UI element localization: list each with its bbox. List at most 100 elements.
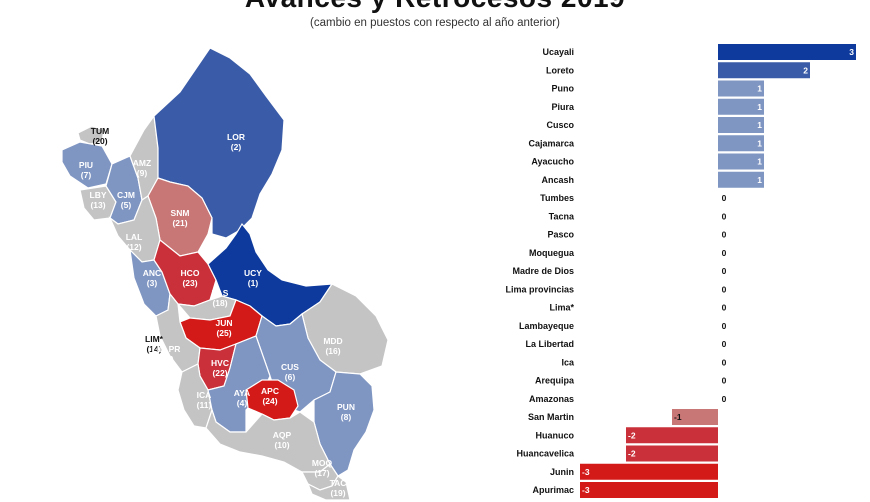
region-code-ica: ICA <box>197 390 212 400</box>
region-rank-cjm: (5) <box>121 200 132 210</box>
region-code-cus: CUS <box>281 362 299 372</box>
region-rank-pun: (8) <box>341 412 352 422</box>
region-rank-lby: (13) <box>90 200 105 210</box>
region-rank-piu: (7) <box>81 170 92 180</box>
region-rank-lor: (2) <box>231 142 242 152</box>
bar-label-ancash: Ancash <box>541 175 574 185</box>
region-rank-pas: (18) <box>212 298 227 308</box>
bar-apurimac <box>580 482 718 498</box>
region-code-lim-pr: LIM PR <box>152 344 181 354</box>
bar-label-ica: Ica <box>561 357 575 367</box>
region-tum <box>77 125 105 145</box>
bar-label-madre-de-dios: Madre de Dios <box>512 266 574 276</box>
bar-label-amazonas: Amazonas <box>529 394 574 404</box>
bar-value-ucayali: 3 <box>849 47 854 57</box>
bar-value-piura: 1 <box>757 102 762 112</box>
region-code-aqp: AQP <box>273 430 292 440</box>
region-lim-pr <box>155 292 201 373</box>
bar-value-tacna: 0 <box>722 211 727 221</box>
bar-label-la-libertad: La Libertad <box>525 339 574 349</box>
region-rank-apc: (24) <box>262 396 277 406</box>
region-rank-snm: (21) <box>172 218 187 228</box>
region-code-cjm: CJM <box>117 190 135 200</box>
region-code-amz: AMZ <box>133 158 151 168</box>
region-rank-anc: (3) <box>147 278 158 288</box>
page-subtitle: (cambio en puestos con respecto al año a… <box>310 17 560 29</box>
bar-value-apurimac: -3 <box>582 485 590 495</box>
bar-value-junin: -3 <box>582 467 590 477</box>
bar-label-lima: Lima* <box>549 303 574 313</box>
bar-label-tacna: Tacna <box>549 211 575 221</box>
region-code-lal: LAL <box>126 232 143 242</box>
region-code-hco: HCO <box>181 268 200 278</box>
region-rank-cus: (6) <box>285 372 296 382</box>
bar-label-cusco: Cusco <box>546 120 574 130</box>
region-code-apc: APC <box>261 386 279 396</box>
bar-value-huanuco: -2 <box>628 430 636 440</box>
bar-loreto <box>718 62 810 79</box>
region-rank-lim: (14) <box>146 344 161 354</box>
region-rank-mdd: (16) <box>325 346 340 356</box>
bar-value-moquegua: 0 <box>722 248 727 258</box>
bar-san-martin <box>672 409 718 425</box>
bar-label-tumbes: Tumbes <box>540 193 574 203</box>
region-rank-tum: (20) <box>92 136 107 146</box>
bar-value-arequipa: 0 <box>722 376 727 386</box>
region-rank-lim-pr: (15) <box>158 354 173 364</box>
region-rank-lal: (12) <box>126 242 141 252</box>
bar-label-ucayali: Ucayali <box>542 47 574 57</box>
bar-value-san-martin: -1 <box>674 412 682 422</box>
bar-value-lambayeque: 0 <box>722 321 727 331</box>
region-apc <box>245 379 299 421</box>
bar-value-madre-de-dios: 0 <box>722 266 727 276</box>
bar-label-cajamarca: Cajamarca <box>528 138 575 148</box>
region-rank-hco: (23) <box>182 278 197 288</box>
bar-label-huancavelica: Huancavelica <box>516 449 575 459</box>
bar-value-la-libertad: 0 <box>722 339 727 349</box>
bar-label-huanuco: Huanuco <box>535 430 574 440</box>
bar-label-lambayeque: Lambayeque <box>519 321 574 331</box>
region-lal <box>108 195 161 263</box>
region-aqp <box>205 408 331 473</box>
bar-value-ayacucho: 1 <box>757 157 762 167</box>
bar-value-lima: 0 <box>722 303 727 313</box>
bar-label-pasco: Pasco <box>547 230 574 240</box>
region-rank-ucy: (1) <box>248 278 259 288</box>
bar-puno <box>718 80 764 97</box>
bar-ayacucho <box>718 153 764 170</box>
region-code-mdd: MDD <box>323 336 342 346</box>
bar-value-lima-provincias: 0 <box>722 284 727 294</box>
region-code-anc: ANC <box>143 268 161 278</box>
bar-value-ancash: 1 <box>757 175 762 185</box>
region-code-aya: AYA <box>234 388 250 398</box>
region-rank-ica: (11) <box>197 400 212 410</box>
bar-value-puno: 1 <box>757 84 762 94</box>
bar-label-apurimac: Apurimac <box>532 485 574 495</box>
bar-label-junin: Junin <box>550 467 574 477</box>
region-rank-aqp: (10) <box>274 440 289 450</box>
bar-cusco <box>718 117 764 133</box>
bar-label-arequipa: Arequipa <box>535 376 575 386</box>
bar-label-piura: Piura <box>551 102 575 112</box>
region-rank-tac: (19) <box>330 488 345 498</box>
bar-ucayali <box>718 44 856 60</box>
ranking-change-bar-chart: Ucayali 3 Loreto 2 Puno 1 Piura 1 Cusco 1 Cajamarc… <box>505 44 856 498</box>
bar-label-ayacucho: Ayacucho <box>531 157 574 167</box>
region-code-hvc: HVC <box>211 358 229 368</box>
bar-value-tumbes: 0 <box>722 193 727 203</box>
bar-value-loreto: 2 <box>803 65 808 75</box>
bar-value-pasco: 0 <box>722 230 727 240</box>
bar-value-amazonas: 0 <box>722 394 727 404</box>
bar-label-lima-provincias: Lima provincias <box>505 284 574 294</box>
bar-huancavelica <box>626 445 718 462</box>
region-code-lor: LOR <box>227 132 245 142</box>
region-code-tum: TUM <box>91 126 109 136</box>
bar-junin <box>580 463 718 480</box>
region-rank-hvc: (22) <box>212 368 227 378</box>
region-code-piu: PIU <box>79 160 93 170</box>
region-rank-jun: (25) <box>216 328 231 338</box>
bar-label-san-martin: San Martin <box>528 412 574 422</box>
bar-ancash <box>718 171 764 188</box>
region-code-snm: SNM <box>171 208 190 218</box>
region-code-pun: PUN <box>337 402 355 412</box>
